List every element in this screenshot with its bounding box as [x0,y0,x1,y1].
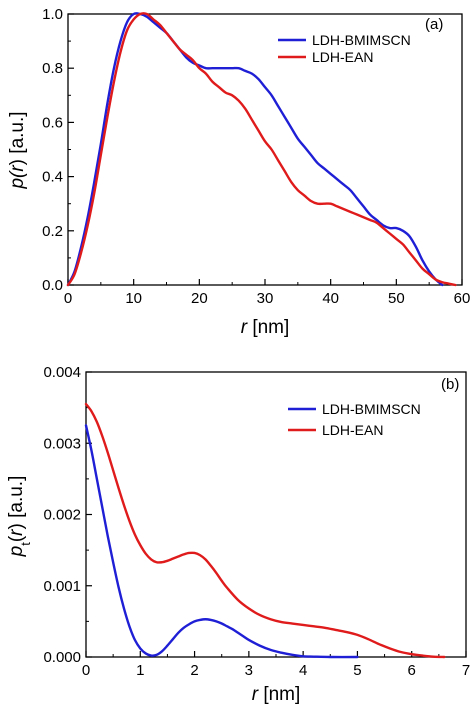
y-tick-label: 0.8 [42,60,63,77]
panel-a-y-axis-var: r [7,165,28,172]
x-tick-label: 6 [408,662,416,679]
panel-a-y-axis-post: ) [a.u.] [7,111,28,165]
panel-a-y-axis-pre: p( [7,170,28,190]
series-line-ldh-bmimscn [66,12,444,287]
panel-b-label: (b) [441,376,459,393]
x-tick-label: 3 [245,662,253,679]
panel-b-y-axis-label: pt(r) [a.u.] [6,476,33,558]
x-tick-label: 0 [64,290,72,307]
y-tick-label: 0.2 [42,223,63,240]
y-tick-label: 0.001 [43,578,81,595]
panel-a-x-axis-var: r [241,317,248,338]
series-line-ldh-ean [66,12,457,287]
y-tick-label: 0.003 [43,435,81,452]
x-tick-label: 1 [136,662,144,679]
panel-a-series-lines [66,12,457,287]
panel-b-y-axis-pre: p [6,546,27,558]
y-tick-label: 0.4 [42,169,63,186]
y-tick-label: 0.000 [43,649,81,666]
y-tick-label: 0.002 [43,507,81,524]
x-tick-label: 0 [82,662,90,679]
panel-b-chart: 0 1 2 3 4 5 6 7 0.000 0.001 0.002 0.003 0.004 (b) LD… [6,364,470,705]
panel-a-label: (a) [425,16,443,33]
x-tick-label: 7 [462,662,470,679]
panel-a-legend: LDH-BMIMSCN LDH-EAN [278,32,411,65]
x-tick-label: 30 [257,290,274,307]
y-tick-label: 0.6 [42,114,63,131]
panel-b-y-axis-post: ) [a.u.] [6,476,27,530]
panel-a-y-axis-label: p(r) [a.u.] [7,111,28,189]
panel-a-x-axis-label: r [nm] [241,317,290,338]
panel-a-legend-label-ean: LDH-EAN [312,49,373,65]
series-line-ldh-ean [84,402,446,659]
panel-b-x-axis-unit: [nm] [258,684,300,705]
x-tick-label: 10 [125,290,142,307]
panel-a-legend-label-bmimscn: LDH-BMIMSCN [312,32,411,48]
panel-b-y-axis-sub: t [18,542,33,546]
y-tick-label: 0.0 [42,277,63,294]
panel-a-ticks: 0 10 20 30 40 50 60 0.0 0.2 0.4 0.6 0.8 1.0 [42,6,470,307]
x-tick-label: 5 [353,662,361,679]
x-tick-label: 2 [190,662,198,679]
panel-b-y-axis-open: ( [6,535,27,542]
panel-b-legend: LDH-BMIMSCN LDH-EAN [288,401,421,438]
x-tick-label: 50 [388,290,405,307]
panel-b-x-axis-label: r [nm] [252,684,301,705]
panel-b-y-axis-var: r [6,529,27,536]
panel-b-legend-label-ean: LDH-EAN [322,422,383,438]
y-tick-label: 0.004 [43,364,81,381]
y-tick-label: 1.0 [42,6,63,23]
x-tick-label: 4 [299,662,307,679]
panel-b-ticks: 0 1 2 3 4 5 6 7 0.000 0.001 0.002 0.003 0.004 [43,364,470,679]
panel-b-legend-label-bmimscn: LDH-BMIMSCN [322,401,421,417]
panel-a-x-axis-unit: [nm] [247,317,289,338]
panel-b-x-axis-var: r [252,684,259,705]
x-tick-label: 60 [454,290,471,307]
panel-b-series-lines [84,402,446,659]
x-tick-label: 40 [322,290,339,307]
x-tick-label: 20 [191,290,208,307]
panel-a-chart: 0 10 20 30 40 50 60 0.0 0.2 0.4 0.6 0.8 1.0 (a) LDH-… [7,6,470,338]
series-line-ldh-bmimscn [84,424,359,659]
